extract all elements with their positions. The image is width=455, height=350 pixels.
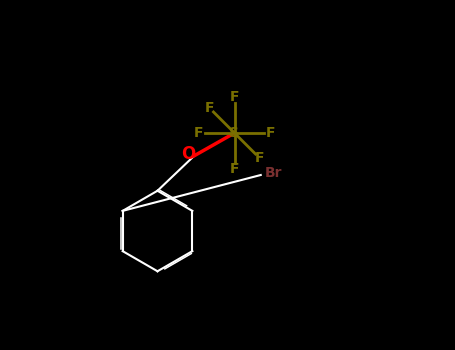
Text: F: F — [230, 162, 239, 176]
Text: F: F — [266, 126, 275, 140]
Text: F: F — [194, 126, 203, 140]
Text: O: O — [181, 145, 195, 163]
Text: F: F — [230, 90, 239, 104]
Text: S: S — [229, 126, 239, 140]
Text: Br: Br — [265, 166, 283, 180]
Text: F: F — [204, 100, 214, 114]
Text: F: F — [255, 152, 265, 166]
